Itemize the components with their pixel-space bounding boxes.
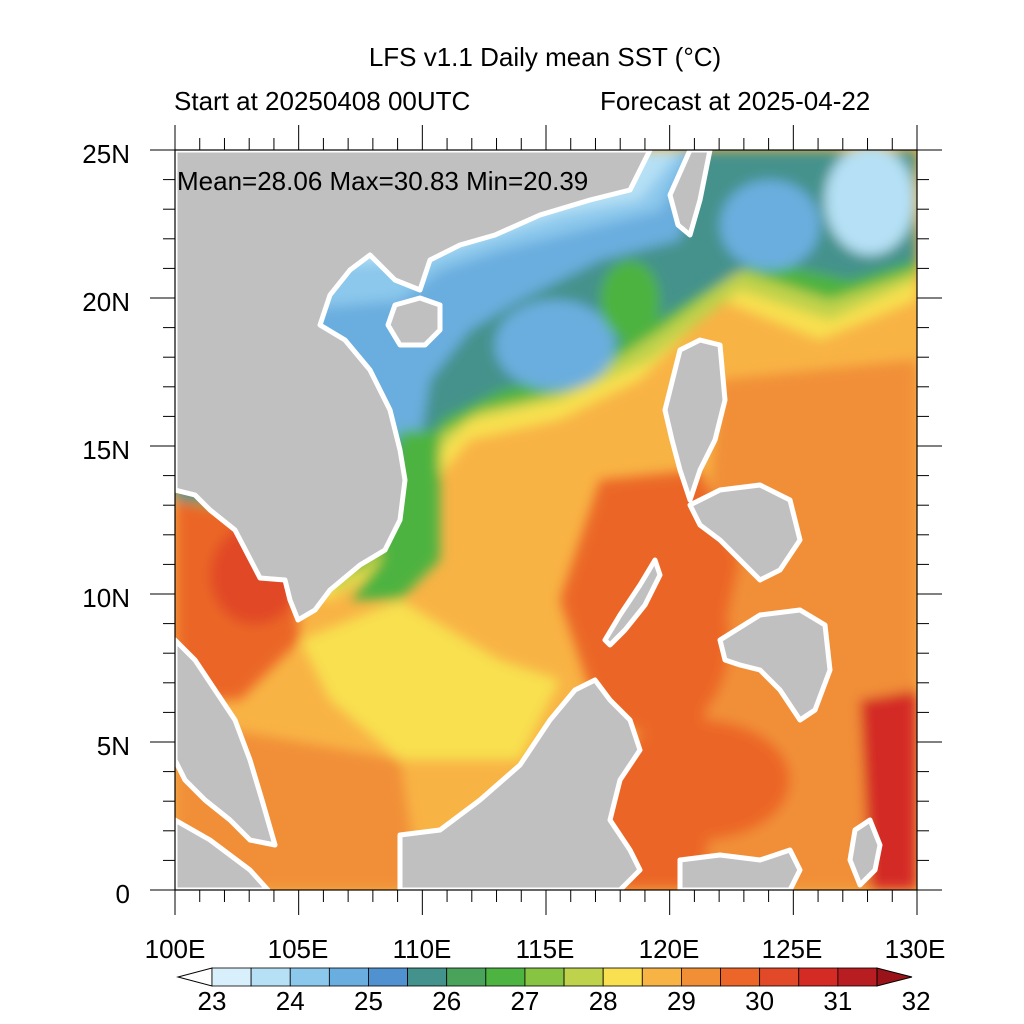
y-label-25n: 25N: [82, 139, 130, 169]
colorbar-label: 26: [432, 986, 462, 1016]
y-label-5n: 5N: [96, 731, 130, 761]
colorbar-label: 29: [666, 986, 696, 1016]
y-label-20n: 20N: [82, 287, 130, 317]
x-label-130e: 130E: [884, 934, 946, 964]
land-masses: [175, 150, 883, 890]
colorbar-low-triangle: [176, 967, 213, 987]
colorbar-segment: [289, 967, 330, 987]
land-sumatra: [175, 817, 271, 890]
land-sulawesi: [677, 847, 803, 890]
land-hainan: [385, 295, 443, 348]
colorbar-segment: [837, 967, 878, 987]
colorbar-segment: [681, 967, 721, 987]
colorbar-label: 31: [823, 986, 853, 1016]
land-malay-peninsula: [175, 637, 278, 848]
colorbar-segment: [641, 967, 682, 987]
land-indochina: [175, 150, 653, 623]
land-taiwan: [667, 150, 713, 238]
map-title: LFS v1.1 Daily mean SST (°C): [368, 42, 722, 72]
y-label-15n: 15N: [82, 435, 130, 465]
colorbar-label: 23: [197, 986, 227, 1016]
axis-ticks: [150, 125, 942, 915]
x-label-100e: 100E: [144, 934, 206, 964]
colorbar-label: 24: [275, 986, 305, 1016]
colorbar-segment: [211, 967, 252, 987]
colorbar-label: 28: [588, 986, 618, 1016]
land-visayas: [687, 482, 803, 583]
land-borneo: [397, 677, 643, 890]
colorbar-segment: [759, 967, 800, 987]
colorbar-segment: [563, 967, 604, 987]
colorbar-label: 32: [901, 986, 931, 1016]
x-label-120e: 120E: [638, 934, 700, 964]
colorbar-segment: [485, 967, 526, 987]
colorbar-segment: [720, 967, 761, 987]
start-time-label: Start at 20250408 00UTC: [174, 86, 471, 116]
land-luzon: [662, 337, 728, 503]
stats-label: Mean=28.06 Max=30.83 Min=20.39: [177, 166, 589, 196]
colorbar-label: 30: [745, 986, 775, 1016]
forecast-time-label: Forecast at 2025-04-22: [600, 86, 871, 116]
colorbar-label: 27: [510, 986, 540, 1016]
x-label-105e: 105E: [267, 934, 329, 964]
colorbar-label: 25: [354, 986, 383, 1016]
colorbar-segment: [368, 967, 408, 987]
land-palawan: [602, 557, 663, 648]
x-label-125e: 125E: [761, 934, 823, 964]
y-label-0: 0: [115, 879, 130, 909]
colorbar-segment: [407, 967, 448, 987]
x-label-115e: 115E: [515, 934, 575, 964]
y-label-10n: 10N: [82, 583, 130, 613]
colorbar-segment: [602, 967, 643, 987]
colorbar-segment: [524, 967, 565, 987]
land-halmahera: [847, 817, 883, 888]
colorbar-segment: [250, 967, 291, 987]
colorbar-segment: [798, 967, 839, 987]
colorbar-segment: [446, 967, 487, 987]
colorbar-segment: [328, 967, 369, 987]
colorbar: [176, 967, 913, 987]
x-label-110e: 110E: [392, 934, 452, 964]
land-mindanao: [717, 607, 833, 723]
colorbar-high-triangle: [876, 967, 913, 987]
